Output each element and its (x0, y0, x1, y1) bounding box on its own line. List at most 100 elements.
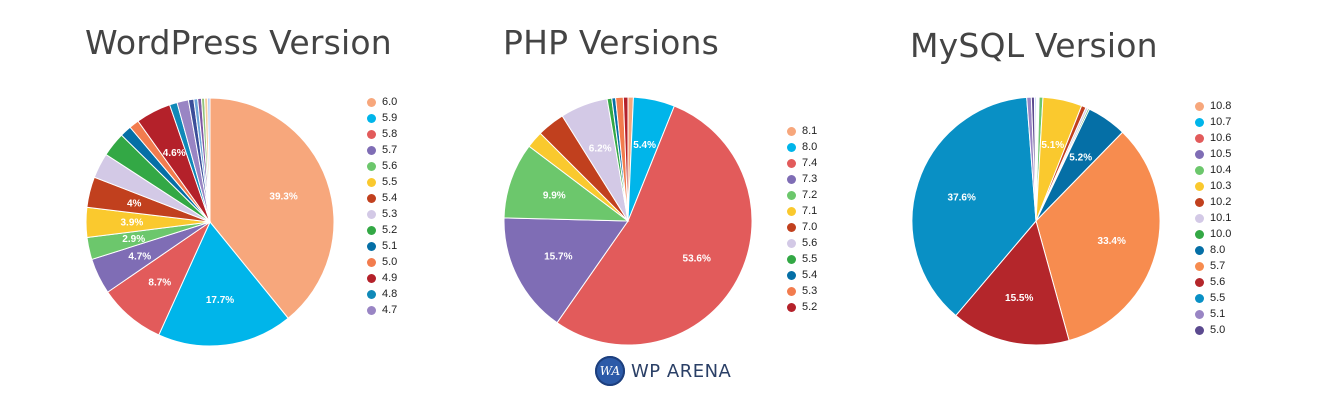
legend-item: 10.0 (1195, 226, 1231, 242)
legend-item: 5.1 (367, 238, 397, 254)
php-versions-legend: 8.1 8.0 7.4 7.3 7.2 7.1 7.0 5.6 5.5 5.4 5.3 5.2 (787, 123, 817, 315)
legend-swatch (367, 193, 376, 203)
wp-arena-brand-name: WP ARENA (631, 360, 732, 382)
data-label: 4.6% (163, 148, 186, 159)
legend-item: 5.6 (1195, 274, 1231, 290)
legend-swatch (367, 209, 376, 219)
pie-slice-5-9 (158, 221, 289, 347)
mysql-version-pie: 5.1% 5.2% 33.4% 15.5% 37.6% (911, 96, 1161, 346)
legend-item: 4.9 (367, 270, 397, 286)
legend-item: 10.1 (1195, 210, 1231, 226)
legend-swatch (1195, 101, 1204, 111)
legend-item: 5.4 (367, 190, 397, 206)
legend-label: 5.5 (382, 176, 398, 188)
legend-item: 10.6 (1195, 130, 1231, 146)
legend-label: 7.3 (802, 173, 818, 185)
legend-item: 5.5 (787, 251, 817, 267)
legend-label: 5.9 (382, 112, 398, 124)
legend-item: 8.1 (787, 123, 817, 139)
legend-label: 10.6 (1210, 132, 1232, 144)
legend-item: 5.2 (787, 299, 817, 315)
pie-slice-7-3 (503, 217, 629, 324)
legend-label: 8.1 (802, 125, 818, 137)
data-label: 2.9% (122, 234, 145, 245)
legend-item: 5.8 (367, 126, 397, 142)
wordpress-version-pie: 39.3% 17.7% 8.7% 4.7% 2.9% 3.9% 4% 4.6% (85, 97, 335, 347)
legend-label: 10.1 (1210, 212, 1232, 224)
legend-label: 5.6 (802, 237, 818, 249)
legend-swatch (787, 222, 796, 232)
pie-slice-5-5 (911, 96, 1037, 317)
legend-label: 5.0 (1210, 324, 1226, 336)
legend-swatch (1195, 309, 1204, 319)
data-label: 9.9% (543, 191, 566, 202)
legend-swatch (787, 126, 796, 136)
wordpress-version-legend: 6.0 5.9 5.8 5.7 5.6 5.5 5.4 5.3 5.2 5.1 5.0 4.9 4.8 4… (367, 94, 397, 318)
legend-swatch (367, 305, 376, 315)
pie-slice-5-2 (622, 96, 629, 222)
chart-title: WordPress Version (85, 23, 392, 62)
legend-label: 7.1 (802, 205, 818, 217)
legend-item: 7.4 (787, 155, 817, 171)
chart-title: MySQL Version (910, 26, 1158, 65)
legend-item: 7.3 (787, 171, 817, 187)
legend-item: 5.3 (367, 206, 397, 222)
legend-label: 10.4 (1210, 164, 1232, 176)
legend-label: 5.6 (382, 160, 398, 172)
wp-arena-logo-icon: WA (595, 356, 625, 386)
legend-swatch (367, 129, 376, 139)
data-label: 33.4% (1098, 236, 1126, 247)
legend-label: 5.1 (382, 240, 398, 252)
legend-swatch (787, 142, 796, 152)
legend-swatch (787, 238, 796, 248)
legend-item: 5.7 (367, 142, 397, 158)
legend-swatch (367, 161, 376, 171)
legend-label: 10.7 (1210, 116, 1232, 128)
data-label: 53.6% (683, 254, 711, 265)
legend-swatch (787, 286, 796, 296)
legend-label: 4.7 (382, 304, 398, 316)
legend-item: 5.6 (787, 235, 817, 251)
legend-label: 10.8 (1210, 100, 1232, 112)
legend-label: 5.5 (802, 253, 818, 265)
data-label: 5.2% (1069, 152, 1092, 163)
legend-swatch (1195, 293, 1204, 303)
legend-label: 7.4 (802, 157, 818, 169)
legend-item: 10.5 (1195, 146, 1231, 162)
legend-label: 8.0 (802, 141, 818, 153)
legend-swatch (367, 97, 376, 107)
legend-label: 5.7 (382, 144, 398, 156)
legend-item: 10.3 (1195, 178, 1231, 194)
legend-item: 5.5 (1195, 290, 1231, 306)
legend-label: 5.4 (382, 192, 398, 204)
pie-slice-5-7 (1035, 131, 1161, 342)
legend-swatch (787, 254, 796, 264)
data-label: 17.7% (206, 295, 234, 306)
legend-swatch (787, 174, 796, 184)
legend-item: 4.8 (367, 286, 397, 302)
legend-item: 5.9 (367, 110, 397, 126)
legend-item: 5.6 (367, 158, 397, 174)
data-label: 3.9% (121, 218, 144, 229)
legend-swatch (787, 158, 796, 168)
pie-slice-other-19 (207, 97, 211, 223)
data-label: 5.4% (633, 140, 656, 151)
legend-swatch (1195, 165, 1204, 175)
data-label: 39.3% (269, 191, 297, 202)
legend-item: 7.1 (787, 203, 817, 219)
legend-swatch (367, 289, 376, 299)
legend-label: 4.8 (382, 288, 398, 300)
legend-label: 7.0 (802, 221, 818, 233)
php-versions-panel: PHP Versions 5.4% 53.6% 15.7% 9.9% 6.2% 8.1 8… (430, 0, 850, 400)
legend-item: 10.7 (1195, 114, 1231, 130)
data-label: 37.6% (948, 192, 976, 203)
legend-label: 5.8 (382, 128, 398, 140)
legend-swatch (367, 273, 376, 283)
legend-swatch (1195, 213, 1204, 223)
legend-swatch (787, 302, 796, 312)
legend-label: 4.9 (382, 272, 398, 284)
legend-item: 5.0 (367, 254, 397, 270)
legend-swatch (1195, 133, 1204, 143)
legend-label: 10.3 (1210, 180, 1232, 192)
legend-item: 6.0 (367, 94, 397, 110)
